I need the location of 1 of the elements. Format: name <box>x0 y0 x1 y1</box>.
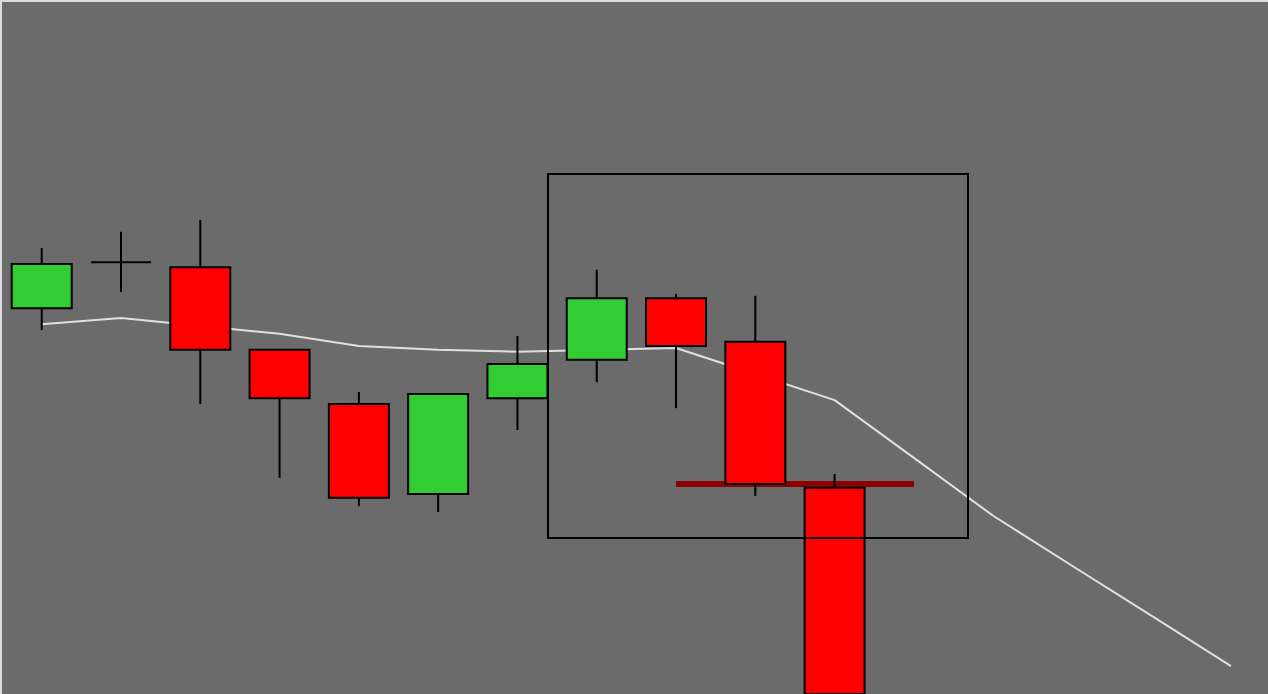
candlestick <box>90 230 152 294</box>
